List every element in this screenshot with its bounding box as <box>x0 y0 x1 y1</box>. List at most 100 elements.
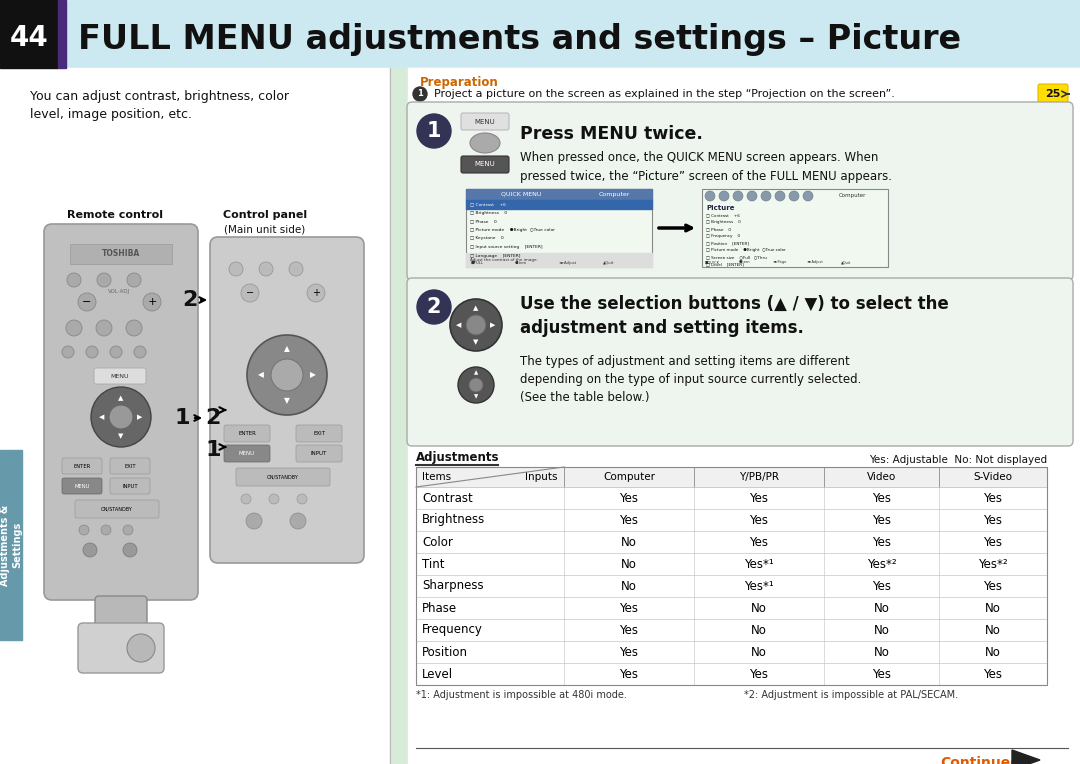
Bar <box>0 0 1080 68</box>
Text: When pressed once, the QUICK MENU screen appears. When
pressed twice, the “Pictu: When pressed once, the QUICK MENU screen… <box>519 151 892 183</box>
Text: ▼: ▼ <box>474 394 478 400</box>
FancyBboxPatch shape <box>296 425 342 442</box>
Text: Computer: Computer <box>598 192 630 197</box>
Text: ◀: ◀ <box>99 414 105 420</box>
Bar <box>416 597 1047 619</box>
Circle shape <box>761 191 771 201</box>
Circle shape <box>134 346 146 358</box>
FancyBboxPatch shape <box>75 500 159 518</box>
Text: □ Language    [ENTER]: □ Language [ENTER] <box>470 254 521 257</box>
Text: ▲: ▲ <box>473 305 478 311</box>
Text: Computer: Computer <box>603 472 654 482</box>
FancyBboxPatch shape <box>407 278 1074 446</box>
Text: +: + <box>147 297 157 307</box>
Text: Use the selection buttons (▲ / ▼) to select the
adjustment and setting items.: Use the selection buttons (▲ / ▼) to sel… <box>519 295 948 337</box>
Text: 25: 25 <box>1045 89 1061 99</box>
Text: ENTER: ENTER <box>238 431 256 436</box>
Circle shape <box>86 346 98 358</box>
Text: □ Contrast    +6: □ Contrast +6 <box>470 202 505 206</box>
Text: Control panel: Control panel <box>222 210 307 220</box>
Text: Y/PB/PR: Y/PB/PR <box>739 472 779 482</box>
Text: Yes: Yes <box>984 491 1002 504</box>
FancyBboxPatch shape <box>44 224 198 600</box>
Bar <box>416 487 1047 509</box>
Text: □ Keystone    0: □ Keystone 0 <box>470 237 503 241</box>
Text: MENU: MENU <box>75 484 90 488</box>
FancyBboxPatch shape <box>224 425 270 442</box>
Text: ■QUICK: ■QUICK <box>705 260 720 264</box>
Text: −: − <box>246 288 254 298</box>
Text: □ Frequency    0: □ Frequency 0 <box>706 234 740 238</box>
Text: □ Position    [ENTER]: □ Position [ENTER] <box>706 241 750 245</box>
FancyBboxPatch shape <box>407 102 1074 280</box>
Text: Sharpness: Sharpness <box>422 580 484 593</box>
Bar <box>465 189 652 200</box>
Text: 1: 1 <box>427 121 442 141</box>
Text: ●Item: ●Item <box>515 261 527 265</box>
Text: Yes: Yes <box>620 623 638 636</box>
FancyBboxPatch shape <box>1038 84 1068 104</box>
Text: No: No <box>751 601 767 614</box>
Bar <box>702 189 888 267</box>
Circle shape <box>66 320 82 336</box>
Text: ▶: ▶ <box>137 414 143 420</box>
Text: Yes: Yes <box>984 536 1002 549</box>
Text: No: No <box>874 646 890 659</box>
Text: Position: Position <box>422 646 468 659</box>
FancyBboxPatch shape <box>296 445 342 462</box>
Text: No: No <box>751 623 767 636</box>
Text: Items: Items <box>422 472 451 482</box>
Circle shape <box>417 114 451 148</box>
Text: ◄►Adjust: ◄►Adjust <box>807 260 824 264</box>
Text: 2: 2 <box>183 290 198 310</box>
Text: Yes: Adjustable  No: Not displayed: Yes: Adjustable No: Not displayed <box>869 455 1047 465</box>
Text: ▼: ▼ <box>119 433 124 439</box>
Text: Color: Color <box>422 536 453 549</box>
Text: No: No <box>621 536 637 549</box>
Text: Brightness: Brightness <box>422 513 485 526</box>
Circle shape <box>102 525 111 535</box>
Text: No: No <box>751 646 767 659</box>
Circle shape <box>450 299 502 351</box>
Bar <box>416 509 1047 531</box>
FancyBboxPatch shape <box>461 156 509 173</box>
Circle shape <box>127 273 141 287</box>
Circle shape <box>291 513 306 529</box>
Text: No: No <box>985 646 1001 659</box>
Circle shape <box>91 387 151 447</box>
Text: Phase: Phase <box>422 601 457 614</box>
Circle shape <box>241 494 251 504</box>
FancyBboxPatch shape <box>62 458 102 474</box>
Circle shape <box>96 320 112 336</box>
Bar <box>416 467 1047 487</box>
Bar <box>70 244 172 264</box>
Bar <box>416 663 1047 685</box>
Text: Yes: Yes <box>750 513 769 526</box>
Bar <box>465 189 652 267</box>
Circle shape <box>97 273 111 287</box>
Text: Yes: Yes <box>872 580 891 593</box>
Circle shape <box>247 335 327 415</box>
Text: ▲: ▲ <box>284 345 289 354</box>
Text: Yes: Yes <box>620 491 638 504</box>
Text: Preparation: Preparation <box>420 76 499 89</box>
Circle shape <box>289 262 303 276</box>
Text: Yes*¹: Yes*¹ <box>744 558 774 571</box>
Text: ◀: ◀ <box>457 322 461 328</box>
Text: QUICK MENU: QUICK MENU <box>501 192 541 197</box>
Circle shape <box>229 262 243 276</box>
Text: □ Brightness    0: □ Brightness 0 <box>706 220 741 224</box>
Text: Yes*²: Yes*² <box>978 558 1008 571</box>
Bar <box>416 575 1047 597</box>
Text: 1: 1 <box>174 408 190 428</box>
Text: Yes: Yes <box>620 601 638 614</box>
FancyBboxPatch shape <box>94 368 146 384</box>
Text: ▲: ▲ <box>474 371 478 375</box>
Circle shape <box>259 262 273 276</box>
Text: INPUT: INPUT <box>311 451 327 456</box>
Text: Yes: Yes <box>872 491 891 504</box>
Text: Yes: Yes <box>620 668 638 681</box>
Text: ◀: ◀ <box>258 371 264 380</box>
FancyBboxPatch shape <box>224 445 270 462</box>
Text: Yes: Yes <box>620 513 638 526</box>
